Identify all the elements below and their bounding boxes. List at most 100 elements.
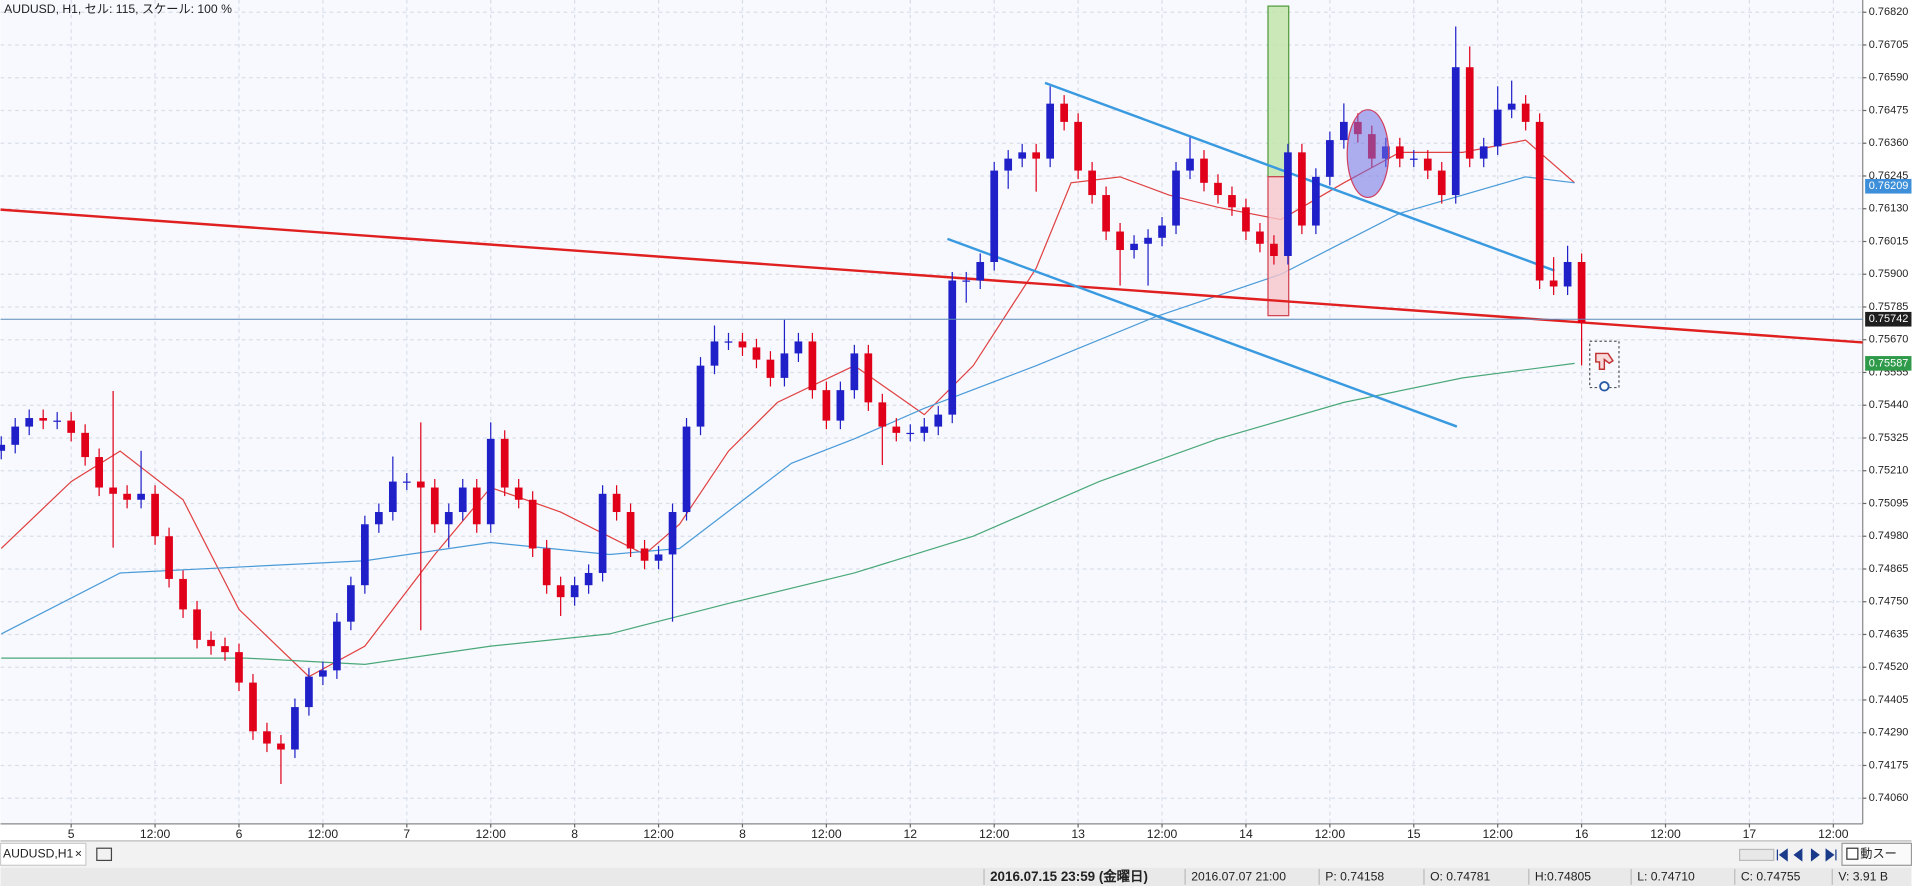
candle-body	[556, 585, 565, 598]
x-tick-label: 12:00	[1650, 827, 1681, 841]
y-tick-label: 0.75900	[1869, 268, 1909, 280]
status-bar	[0, 867, 1912, 886]
price-label-box	[1865, 178, 1912, 194]
scroll-buttons[interactable]	[1776, 848, 1837, 862]
y-tick-label: 0.74290	[1869, 727, 1909, 739]
highlight-ellipse	[1346, 109, 1390, 199]
y-tick-label: 0.74405	[1869, 694, 1909, 706]
nav-arrows[interactable]	[1776, 848, 1837, 862]
candle-body	[738, 341, 747, 348]
candle-body	[263, 731, 271, 744]
candle-body	[990, 170, 999, 262]
candle-body	[39, 418, 48, 421]
candle-body	[472, 487, 481, 525]
axis-labels: 0.76820 0.76705 0.76590 0.76475 0.76360 0.762…	[0, 6, 1912, 841]
candle-body	[305, 676, 313, 708]
price-label: 0.75587	[1869, 357, 1909, 369]
y-tick-label: 0.76820	[1869, 6, 1909, 18]
x-tick-label: 8	[739, 827, 746, 841]
candle-body	[878, 402, 887, 427]
candle-body	[962, 280, 971, 282]
candle-body	[430, 487, 439, 525]
tab[interactable]	[0, 842, 87, 866]
price-axis	[1862, 0, 1912, 824]
candle-body	[1116, 231, 1124, 251]
candle-body	[333, 621, 341, 671]
y-tick-label: 0.74750	[1869, 596, 1909, 608]
chart-header: AUDUSD, H1, セル: 115, スケール: 100 %	[4, 2, 232, 16]
x-tick-label: 12:00	[308, 827, 339, 841]
y-tick-label: 0.75785	[1869, 301, 1909, 313]
candle-body	[780, 353, 789, 378]
candle-body	[864, 353, 873, 403]
candle-body	[277, 743, 285, 750]
candle-body	[528, 499, 537, 549]
x-tick-label: 12:00	[979, 827, 1010, 841]
candle-body	[458, 487, 467, 513]
candle-body	[1409, 158, 1418, 160]
candle-body	[416, 481, 425, 488]
candle-body	[626, 512, 635, 549]
signal-icon[interactable]	[1589, 340, 1620, 392]
status-item: 2016.07.15 23:59 (金曜日)	[990, 868, 1148, 884]
candles	[0, 26, 1586, 784]
candle-body	[752, 347, 761, 360]
status-item: O: 0.74781	[1430, 870, 1490, 884]
candle-body	[67, 420, 76, 433]
candle-body	[1032, 152, 1041, 159]
candle-body	[514, 487, 523, 500]
candle-body	[836, 390, 845, 421]
moving-average	[1, 362, 1575, 665]
tab-close[interactable]: ×	[75, 847, 82, 861]
grid	[0, 0, 1863, 824]
y-tick-label: 0.74520	[1869, 661, 1909, 673]
candle-body	[1535, 121, 1544, 281]
candle-body	[710, 341, 719, 366]
candle-body	[11, 426, 20, 445]
candle-body	[808, 341, 817, 391]
candle-body	[1465, 67, 1474, 159]
candle-body	[1479, 146, 1488, 159]
y-tick-label: 0.74175	[1869, 759, 1909, 771]
y-tick-label: 0.75210	[1869, 465, 1909, 477]
candle-body	[361, 524, 369, 586]
drawings	[0, 5, 1863, 428]
moving-average	[0, 176, 1575, 635]
candle-body	[500, 438, 509, 488]
x-tick-label: 12	[904, 827, 918, 841]
candle-body	[976, 261, 985, 281]
status-item: V: 3.91 B	[1838, 870, 1888, 884]
candle-body	[1130, 243, 1138, 251]
candle-body	[654, 554, 663, 561]
button-label: 動スー	[1860, 847, 1897, 861]
x-tick-label: 6	[236, 827, 243, 841]
y-tick-label: 0.75670	[1869, 334, 1909, 346]
candle-body	[612, 493, 621, 513]
tab-bar	[0, 840, 1912, 868]
status-item: L: 0.74710	[1637, 870, 1695, 884]
status-item: H:0.74805	[1535, 870, 1591, 884]
candle-body	[1228, 195, 1236, 208]
y-tick-label: 0.74060	[1869, 792, 1909, 804]
tab-label: AUDUSD,H1	[3, 847, 74, 861]
y-tick-label: 0.76705	[1869, 39, 1909, 51]
candle-body	[1004, 158, 1013, 171]
x-tick-label: 7	[403, 827, 410, 841]
candle-body	[1493, 109, 1502, 147]
status-item: P: 0.74158	[1325, 870, 1384, 884]
button[interactable]	[1841, 842, 1912, 866]
candle-body	[1256, 231, 1264, 244]
candle-body	[1340, 121, 1348, 141]
x-tick-label: 5	[68, 827, 75, 841]
candle-body	[1144, 237, 1152, 244]
status-item: C: 0.74755	[1741, 870, 1801, 884]
candle-body	[934, 414, 943, 427]
x-tick-label: 12:00	[1315, 827, 1346, 841]
candle-body	[193, 609, 201, 640]
checkbox[interactable]	[1846, 847, 1859, 860]
scrollbar[interactable]	[1739, 848, 1775, 862]
candle-body	[123, 493, 131, 500]
candle-body	[1102, 195, 1110, 232]
window-icon[interactable]	[96, 847, 113, 862]
candle-body	[640, 548, 649, 561]
